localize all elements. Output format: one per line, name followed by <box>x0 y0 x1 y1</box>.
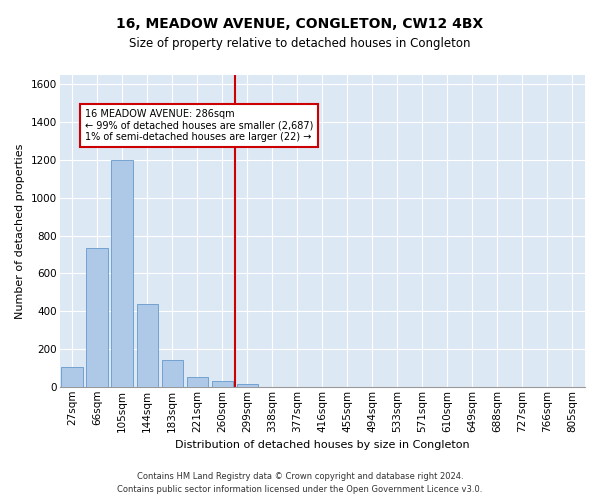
X-axis label: Distribution of detached houses by size in Congleton: Distribution of detached houses by size … <box>175 440 470 450</box>
Bar <box>61 366 83 387</box>
Text: 16 MEADOW AVENUE: 286sqm
← 99% of detached houses are smaller (2,687)
1% of semi: 16 MEADOW AVENUE: 286sqm ← 99% of detach… <box>85 109 313 142</box>
Text: 16, MEADOW AVENUE, CONGLETON, CW12 4BX: 16, MEADOW AVENUE, CONGLETON, CW12 4BX <box>116 18 484 32</box>
Bar <box>212 380 233 387</box>
Bar <box>112 160 133 387</box>
Bar <box>86 248 108 387</box>
Bar <box>161 360 183 387</box>
Bar <box>137 304 158 387</box>
Y-axis label: Number of detached properties: Number of detached properties <box>15 143 25 318</box>
Bar <box>187 378 208 387</box>
Text: Contains public sector information licensed under the Open Government Licence v3: Contains public sector information licen… <box>118 485 482 494</box>
Text: Size of property relative to detached houses in Congleton: Size of property relative to detached ho… <box>129 38 471 51</box>
Bar <box>236 384 258 387</box>
Text: Contains HM Land Registry data © Crown copyright and database right 2024.: Contains HM Land Registry data © Crown c… <box>137 472 463 481</box>
